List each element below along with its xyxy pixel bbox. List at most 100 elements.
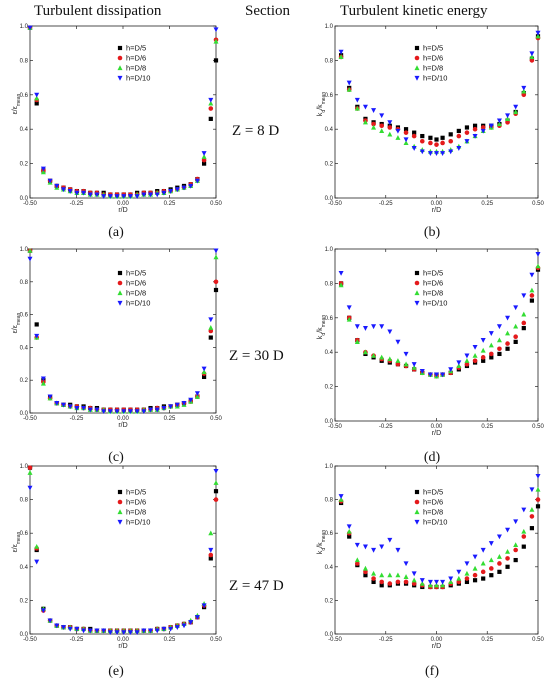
data-point xyxy=(346,86,352,92)
data-point xyxy=(362,349,368,355)
data-point xyxy=(181,185,187,191)
data-point xyxy=(40,380,46,386)
data-point xyxy=(181,623,187,629)
data-point xyxy=(448,367,454,373)
data-point xyxy=(472,578,478,583)
data-point xyxy=(505,330,511,336)
data-point xyxy=(440,372,446,378)
data-point xyxy=(213,287,219,293)
legend-label: h=D/8 xyxy=(126,508,146,517)
data-point xyxy=(535,486,541,492)
data-point xyxy=(521,88,527,94)
chart-d: -0.50 -0.25 0.00 0.25 0.50 0.0 0.2 0.4 0.6 0.8 1.0… xyxy=(317,247,544,437)
data-point xyxy=(107,194,113,199)
data-point xyxy=(213,468,219,474)
data-point xyxy=(362,544,368,550)
data-point xyxy=(472,133,478,139)
legend-marker xyxy=(414,55,420,61)
y-tick-label: 0.2 xyxy=(325,598,334,604)
legend-label: h=D/6 xyxy=(423,279,443,288)
data-point xyxy=(505,548,511,554)
data-point xyxy=(134,194,140,199)
data-point xyxy=(488,342,494,348)
chart-f: -0.50 -0.25 0.00 0.25 0.50 0.0 0.2 0.4 0.6 0.8 1.0… xyxy=(317,464,544,650)
data-point xyxy=(101,628,107,634)
data-point xyxy=(513,323,519,329)
y-axis-label: ε/εmean xyxy=(12,312,22,333)
data-point xyxy=(101,409,107,415)
data-point xyxy=(379,128,385,134)
data-point xyxy=(505,113,511,119)
y-tick-label: 0.0 xyxy=(325,632,334,638)
data-point xyxy=(513,519,519,525)
data-point xyxy=(395,135,401,140)
data-point xyxy=(403,579,409,585)
x-tick-label: 0.25 xyxy=(164,416,176,422)
y-tick-label: 0.0 xyxy=(325,196,334,202)
data-point xyxy=(387,537,393,543)
data-point xyxy=(168,404,174,410)
legend-label: h=D/10 xyxy=(423,74,447,83)
x-axis-label: r/D xyxy=(432,430,441,437)
data-point xyxy=(387,120,393,126)
header-dissipation: Turbulent dissipation xyxy=(34,3,162,19)
data-point xyxy=(213,27,219,33)
data-point xyxy=(412,130,417,135)
legend-marker xyxy=(414,499,420,505)
data-point xyxy=(535,504,541,509)
legend-label: h=D/5 xyxy=(423,44,443,53)
data-point xyxy=(480,128,486,134)
y-axis-label: kd/kmean xyxy=(317,92,327,116)
data-point xyxy=(371,576,376,581)
data-point xyxy=(81,190,87,196)
data-point xyxy=(27,470,33,475)
data-point xyxy=(464,358,470,363)
data-point xyxy=(188,183,194,189)
data-point xyxy=(67,189,73,194)
y-axis-label: ε/εmean xyxy=(12,531,22,552)
data-point xyxy=(456,133,462,139)
data-point xyxy=(472,565,478,571)
legend: h=D/5h=D/6h=D/8h=D/10 xyxy=(117,44,150,83)
caption-a: (a) xyxy=(108,225,124,240)
legend-marker xyxy=(414,270,420,276)
data-point xyxy=(94,628,100,634)
legend-marker xyxy=(414,280,420,286)
series-h=D/10 xyxy=(27,248,219,415)
data-point xyxy=(101,194,107,199)
data-point xyxy=(107,409,113,415)
chart-e: -0.50 -0.25 0.00 0.25 0.50 0.0 0.2 0.4 0.6 0.8 1.0… xyxy=(12,464,222,650)
x-tick-label: -0.50 xyxy=(23,201,37,207)
data-point xyxy=(505,116,511,121)
section-label-z47: Z = 47 D xyxy=(229,578,284,594)
data-point xyxy=(213,254,219,260)
header-tke: Turbulent kinetic energy xyxy=(340,3,488,19)
x-tick-label: 0.50 xyxy=(532,201,544,207)
data-point xyxy=(480,569,486,575)
data-point xyxy=(181,401,187,406)
data-point xyxy=(496,554,502,559)
data-point xyxy=(127,409,133,415)
data-point xyxy=(213,38,219,44)
data-point xyxy=(346,316,352,322)
data-point xyxy=(411,133,417,139)
y-tick-label: 0.4 xyxy=(325,350,334,356)
data-point xyxy=(148,407,154,413)
data-point xyxy=(347,534,352,539)
legend-marker xyxy=(117,75,123,81)
data-point xyxy=(213,489,219,494)
data-point xyxy=(208,335,213,340)
legend-label: h=D/5 xyxy=(126,44,146,53)
data-point xyxy=(87,407,93,413)
data-point xyxy=(419,580,425,586)
legend: h=D/5h=D/6h=D/8h=D/10 xyxy=(117,488,150,527)
data-point xyxy=(148,628,154,634)
data-point xyxy=(161,190,167,196)
data-point xyxy=(371,547,377,553)
data-point xyxy=(208,552,214,558)
x-tick-label: -0.25 xyxy=(379,637,393,643)
data-point xyxy=(427,372,433,378)
data-point xyxy=(505,341,510,346)
data-point xyxy=(194,393,200,399)
data-point xyxy=(387,125,393,130)
